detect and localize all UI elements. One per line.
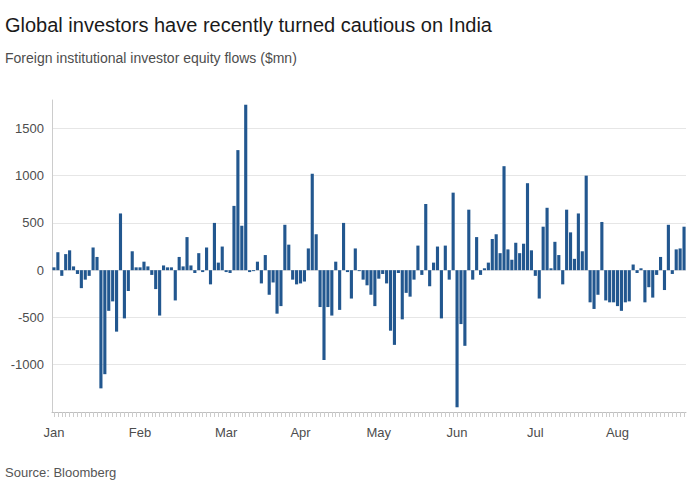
svg-text:Global investors have recently: Global investors have recently turned ca… bbox=[5, 14, 493, 36]
svg-text:May: May bbox=[367, 425, 392, 440]
svg-text:Mar: Mar bbox=[215, 425, 238, 440]
svg-text:-1000: -1000 bbox=[11, 357, 44, 372]
svg-text:Apr: Apr bbox=[290, 425, 311, 440]
svg-text:Aug: Aug bbox=[606, 425, 629, 440]
svg-text:Feb: Feb bbox=[129, 425, 151, 440]
svg-text:Jun: Jun bbox=[447, 425, 468, 440]
svg-text:1000: 1000 bbox=[15, 168, 44, 183]
svg-text:Foreign institutional investor: Foreign institutional investor equity fl… bbox=[5, 50, 297, 66]
svg-text:-500: -500 bbox=[18, 310, 44, 325]
svg-text:Source: Bloomberg: Source: Bloomberg bbox=[5, 465, 116, 480]
svg-text:500: 500 bbox=[22, 215, 44, 230]
svg-text:Jan: Jan bbox=[43, 425, 64, 440]
svg-text:Jul: Jul bbox=[527, 425, 544, 440]
svg-text:0: 0 bbox=[37, 263, 44, 278]
svg-text:1500: 1500 bbox=[15, 121, 44, 136]
